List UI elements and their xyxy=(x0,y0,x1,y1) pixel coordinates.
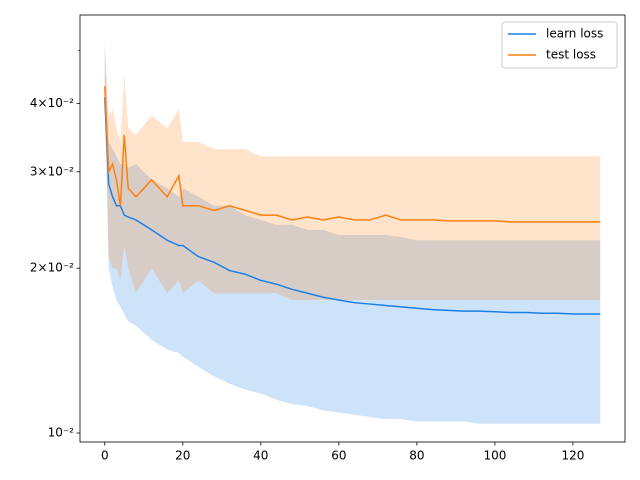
y-tick-label: 2×10⁻² xyxy=(30,261,74,275)
x-tick-label: 20 xyxy=(175,449,190,463)
y-tick-label: 4×10⁻² xyxy=(30,96,74,110)
x-tick-label: 100 xyxy=(483,449,506,463)
line xyxy=(104,86,601,223)
line xyxy=(104,97,601,315)
x-tick-label: 60 xyxy=(331,449,346,463)
x-tick-label: 120 xyxy=(561,449,584,463)
x-tick-label: 0 xyxy=(101,449,109,463)
y-tick-label: 3×10⁻² xyxy=(30,164,74,178)
x-tick-label: 80 xyxy=(409,449,424,463)
legend-label: test loss xyxy=(546,48,596,62)
band xyxy=(104,50,601,300)
x-tick-label: 40 xyxy=(253,449,268,463)
plot-frame xyxy=(79,14,626,443)
y-tick-label: 10⁻² xyxy=(48,426,75,440)
band xyxy=(104,40,601,424)
legend-label: learn loss xyxy=(546,27,603,41)
